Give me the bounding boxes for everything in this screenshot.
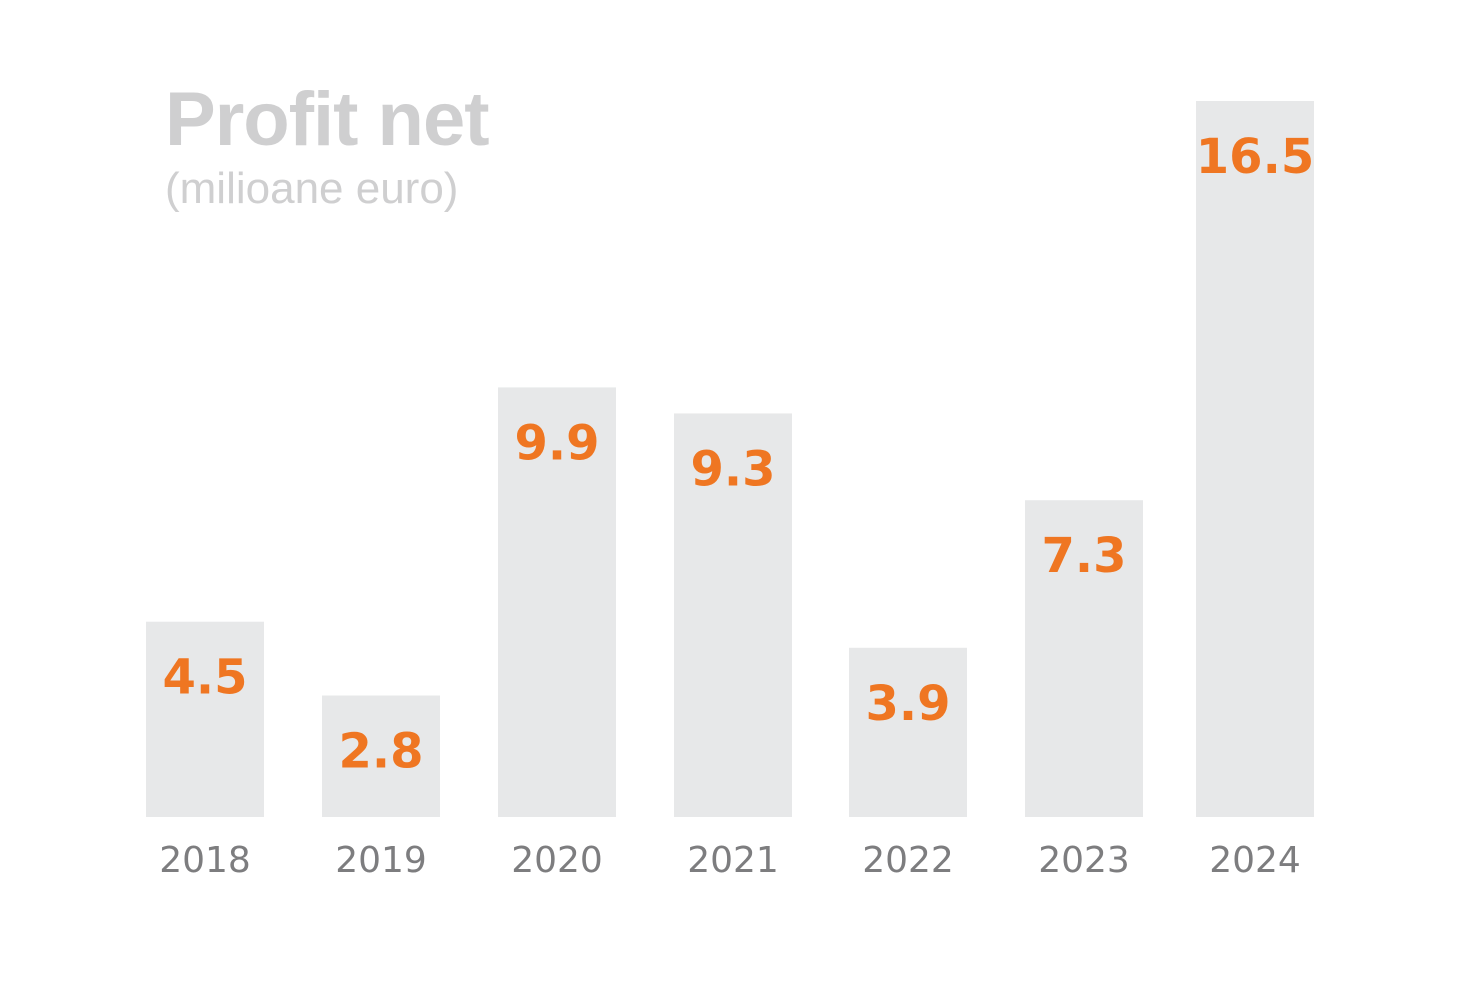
x-tick-label-2021: 2021 [687,840,779,881]
value-label-2018: 4.5 [162,650,247,706]
value-label-2019: 2.8 [338,723,423,779]
bars-layer [146,101,1314,817]
x-tick-label-2024: 2024 [1209,840,1301,881]
bar-2020 [498,387,616,817]
x-tick-label-2018: 2018 [159,840,251,881]
bar-2023 [1025,500,1143,817]
value-labels-layer: 4.5 2.8 9.9 9.3 3.9 7.3 16.5 [162,129,1314,779]
x-tick-label-2019: 2019 [335,840,427,881]
bar-2024 [1196,101,1314,817]
x-tick-label-2022: 2022 [862,840,954,881]
value-label-2020: 9.9 [514,415,599,471]
bar-2018 [146,621,264,817]
bar-2019 [322,695,440,817]
x-tick-label-2020: 2020 [511,840,603,881]
value-label-2021: 9.3 [690,441,775,497]
bar-2021 [674,413,792,817]
x-tick-label-2023: 2023 [1038,840,1130,881]
bar-2022 [849,647,967,817]
value-label-2024: 16.5 [1196,129,1314,185]
value-label-2022: 3.9 [865,676,950,732]
chart-title: Profit net [165,77,489,162]
value-label-2023: 7.3 [1041,528,1126,584]
x-tick-labels-layer: 2018 2019 2020 2021 2022 2023 2024 [159,840,1301,881]
chart-subtitle: (milioane euro) [165,164,458,213]
